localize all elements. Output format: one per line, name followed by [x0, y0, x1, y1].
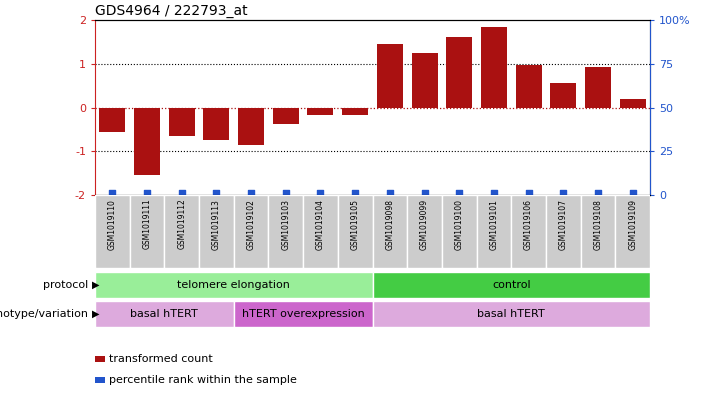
Text: GSM1019105: GSM1019105 [350, 198, 360, 250]
Bar [238, 108, 264, 145]
Point [350, 190, 361, 196]
Point [245, 190, 257, 196]
Bar [411, 53, 437, 108]
Point [627, 190, 639, 196]
Bar [372, 272, 650, 298]
Bar [233, 195, 268, 268]
Bar [95, 377, 105, 384]
Bar [511, 195, 546, 268]
Text: transformed count: transformed count [109, 354, 212, 364]
Text: GSM1019100: GSM1019100 [455, 198, 464, 250]
Bar [95, 356, 105, 362]
Bar [338, 195, 372, 268]
Bar [580, 195, 615, 268]
Text: GSM1019106: GSM1019106 [524, 198, 533, 250]
Bar [477, 195, 511, 268]
Point [454, 190, 465, 196]
Text: GSM1019098: GSM1019098 [386, 198, 395, 250]
Text: GSM1019108: GSM1019108 [594, 198, 602, 250]
Text: control: control [492, 280, 531, 290]
Bar [372, 301, 650, 327]
Point [107, 190, 118, 196]
Bar [199, 195, 233, 268]
Text: GSM1019102: GSM1019102 [247, 198, 256, 250]
Bar [407, 195, 442, 268]
Point [176, 190, 187, 196]
Text: GSM1019101: GSM1019101 [489, 198, 498, 250]
Bar [130, 195, 164, 268]
Text: GSM1019109: GSM1019109 [628, 198, 637, 250]
Point [419, 190, 430, 196]
Bar [95, 272, 372, 298]
Bar [342, 108, 368, 116]
Text: GSM1019107: GSM1019107 [559, 198, 568, 250]
Text: ▶: ▶ [92, 309, 99, 319]
Point [523, 190, 534, 196]
Point [384, 190, 395, 196]
Text: GSM1019113: GSM1019113 [212, 198, 221, 250]
Text: basal hTERT: basal hTERT [130, 309, 198, 319]
Text: GSM1019099: GSM1019099 [420, 198, 429, 250]
Text: basal hTERT: basal hTERT [477, 309, 545, 319]
Bar [169, 108, 195, 136]
Bar [377, 44, 403, 108]
Point [142, 190, 153, 196]
Text: percentile rank within the sample: percentile rank within the sample [109, 375, 297, 385]
Bar [100, 108, 125, 132]
Text: ▶: ▶ [92, 280, 99, 290]
Bar [273, 108, 299, 124]
Bar [268, 195, 303, 268]
Bar [164, 195, 199, 268]
Text: protocol: protocol [43, 280, 92, 290]
Text: GSM1019112: GSM1019112 [177, 198, 186, 250]
Point [592, 190, 604, 196]
Text: GSM1019111: GSM1019111 [142, 198, 151, 250]
Bar [516, 64, 542, 108]
Text: hTERT overexpression: hTERT overexpression [242, 309, 365, 319]
Bar [95, 301, 233, 327]
Text: GSM1019110: GSM1019110 [108, 198, 117, 250]
Point [489, 190, 500, 196]
Bar [481, 27, 507, 108]
Bar [308, 108, 334, 116]
Bar [442, 195, 477, 268]
Point [315, 190, 326, 196]
Bar [303, 195, 338, 268]
Text: GSM1019104: GSM1019104 [316, 198, 325, 250]
Bar [447, 37, 472, 108]
Bar [550, 83, 576, 108]
Bar [134, 108, 160, 175]
Bar [233, 301, 372, 327]
Text: GSM1019103: GSM1019103 [281, 198, 290, 250]
Point [211, 190, 222, 196]
Bar [546, 195, 580, 268]
Text: genotype/variation: genotype/variation [0, 309, 92, 319]
Bar [203, 108, 229, 140]
Bar [615, 195, 650, 268]
Bar [620, 99, 646, 108]
Bar [585, 67, 611, 108]
Bar [95, 195, 130, 268]
Bar [372, 195, 407, 268]
Text: GDS4964 / 222793_at: GDS4964 / 222793_at [95, 4, 247, 18]
Text: telomere elongation: telomere elongation [177, 280, 290, 290]
Point [558, 190, 569, 196]
Point [280, 190, 292, 196]
